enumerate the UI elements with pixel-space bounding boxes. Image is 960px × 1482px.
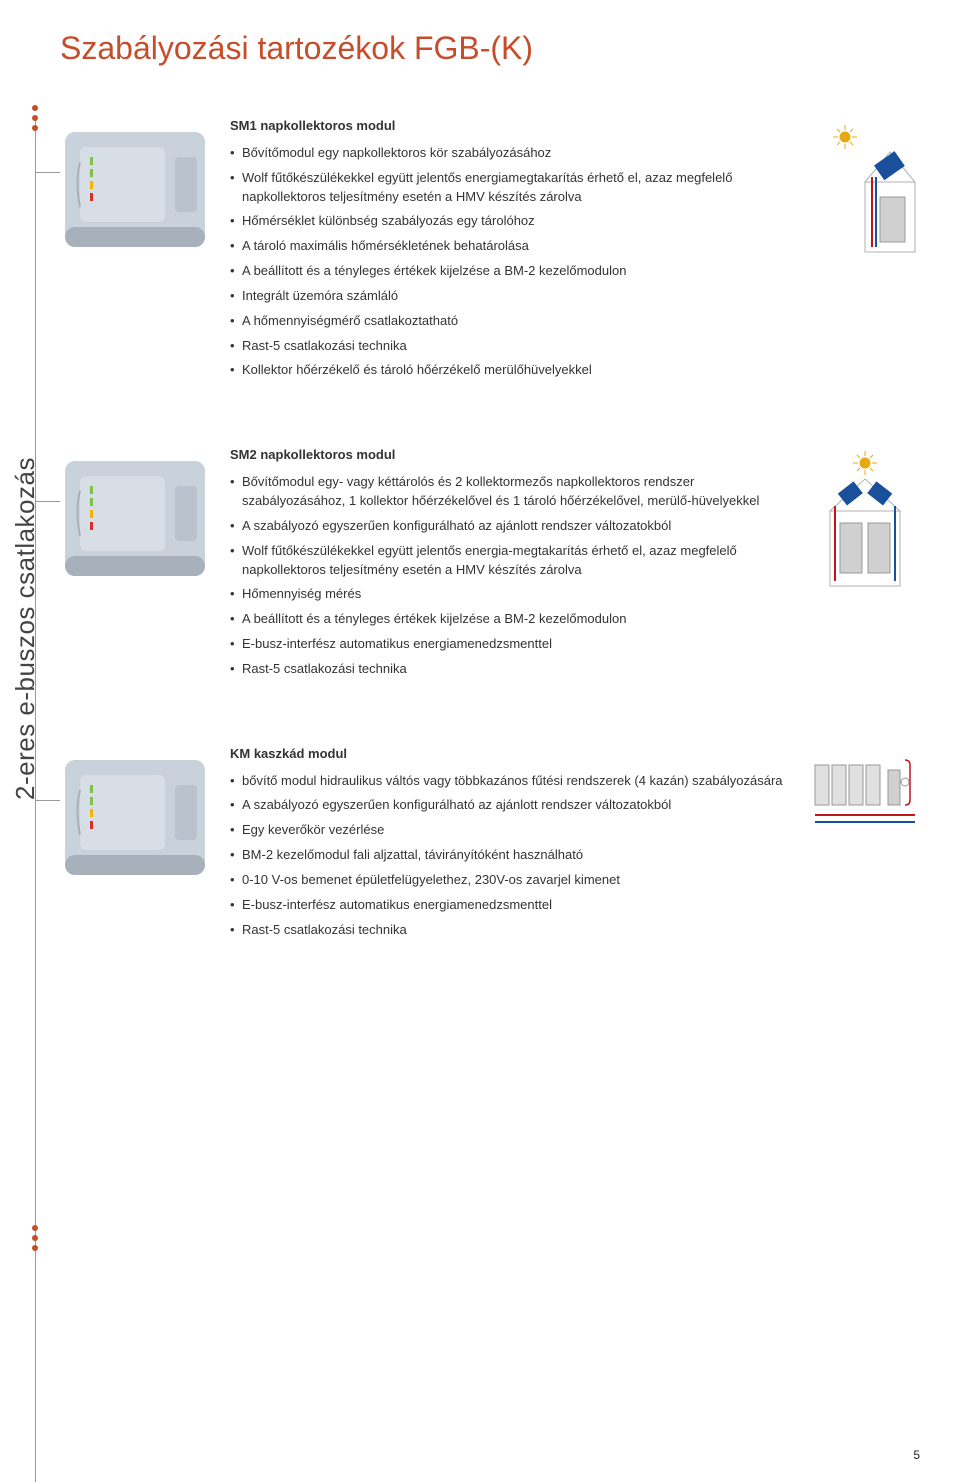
- content-km: KM kaszkád modul bővítő modul hidrauliku…: [230, 745, 790, 946]
- list-item: A szabályozó egyszerűen konfigurálható a…: [230, 796, 790, 815]
- list-item: Egy keverőkör vezérlése: [230, 821, 790, 840]
- list-item: A tároló maximális hőmérsékletének behat…: [230, 237, 790, 256]
- bullet-list: bővítő modul hidraulikus váltós vagy töb…: [230, 772, 790, 940]
- schematic-cascade: [810, 750, 920, 855]
- vertical-bus-line: [35, 120, 36, 1482]
- connector-line: [36, 800, 60, 801]
- section-title: SM2 napkollektoros modul: [230, 446, 790, 465]
- page-number: 5: [913, 1448, 920, 1462]
- bottom-dots: [32, 1225, 38, 1251]
- top-dots: [32, 105, 38, 131]
- list-item: 0-10 V-os bemenet épületfelügyelethez, 2…: [230, 871, 790, 890]
- content-sm2: SM2 napkollektoros modul Bővítőmodul egy…: [230, 446, 790, 684]
- list-item: E-busz-interfész automatikus energiamene…: [230, 896, 790, 915]
- list-item: Integrált üzemóra számláló: [230, 287, 790, 306]
- device-image-sm1: [60, 127, 210, 262]
- schematic-solar-single: [810, 122, 920, 277]
- section-sm2: SM2 napkollektoros modul Bővítőmodul egy…: [60, 446, 920, 684]
- list-item: Bővítőmodul egy napkollektoros kör szabá…: [230, 144, 790, 163]
- side-label: 2-eres e-buszos csatlakozás: [10, 457, 41, 800]
- list-item: Rast-5 csatlakozási technika: [230, 921, 790, 940]
- list-item: Rast-5 csatlakozási technika: [230, 660, 790, 679]
- list-item: Bővítőmodul egy- vagy kéttárolós és 2 ko…: [230, 473, 790, 511]
- list-item: Hőmennyiség mérés: [230, 585, 790, 604]
- section-sm1: SM1 napkollektoros modul Bővítőmodul egy…: [60, 117, 920, 386]
- list-item: E-busz-interfész automatikus energiamene…: [230, 635, 790, 654]
- section-title: KM kaszkád modul: [230, 745, 790, 764]
- schematic-solar-double: [810, 451, 920, 606]
- list-item: Rast-5 csatlakozási technika: [230, 337, 790, 356]
- section-km: KM kaszkád modul bővítő modul hidrauliku…: [60, 745, 920, 946]
- list-item: A szabályozó egyszerűen konfigurálható a…: [230, 517, 790, 536]
- list-item: A beállított és a tényleges értékek kije…: [230, 610, 790, 629]
- content-sm1: SM1 napkollektoros modul Bővítőmodul egy…: [230, 117, 790, 386]
- page-title: Szabályozási tartozékok FGB-(K): [60, 30, 920, 67]
- list-item: BM-2 kezelőmodul fali aljzattal, távirán…: [230, 846, 790, 865]
- list-item: Wolf fűtőkészülékekkel együtt jelentős e…: [230, 169, 790, 207]
- list-item: Kollektor hőérzékelő és tároló hőérzékel…: [230, 361, 790, 380]
- connector-line: [36, 501, 60, 502]
- bullet-list: Bővítőmodul egy- vagy kéttárolós és 2 ko…: [230, 473, 790, 679]
- list-item: Wolf fűtőkészülékekkel együtt jelentős e…: [230, 542, 790, 580]
- list-item: A beállított és a tényleges értékek kije…: [230, 262, 790, 281]
- section-title: SM1 napkollektoros modul: [230, 117, 790, 136]
- device-image-sm2: [60, 456, 210, 591]
- list-item: bővítő modul hidraulikus váltós vagy töb…: [230, 772, 790, 791]
- list-item: Hőmérséklet különbség szabályozás egy tá…: [230, 212, 790, 231]
- connector-line: [36, 172, 60, 173]
- bullet-list: Bővítőmodul egy napkollektoros kör szabá…: [230, 144, 790, 380]
- list-item: A hőmennyiségmérő csatlakoztatható: [230, 312, 790, 331]
- device-image-km: [60, 755, 210, 890]
